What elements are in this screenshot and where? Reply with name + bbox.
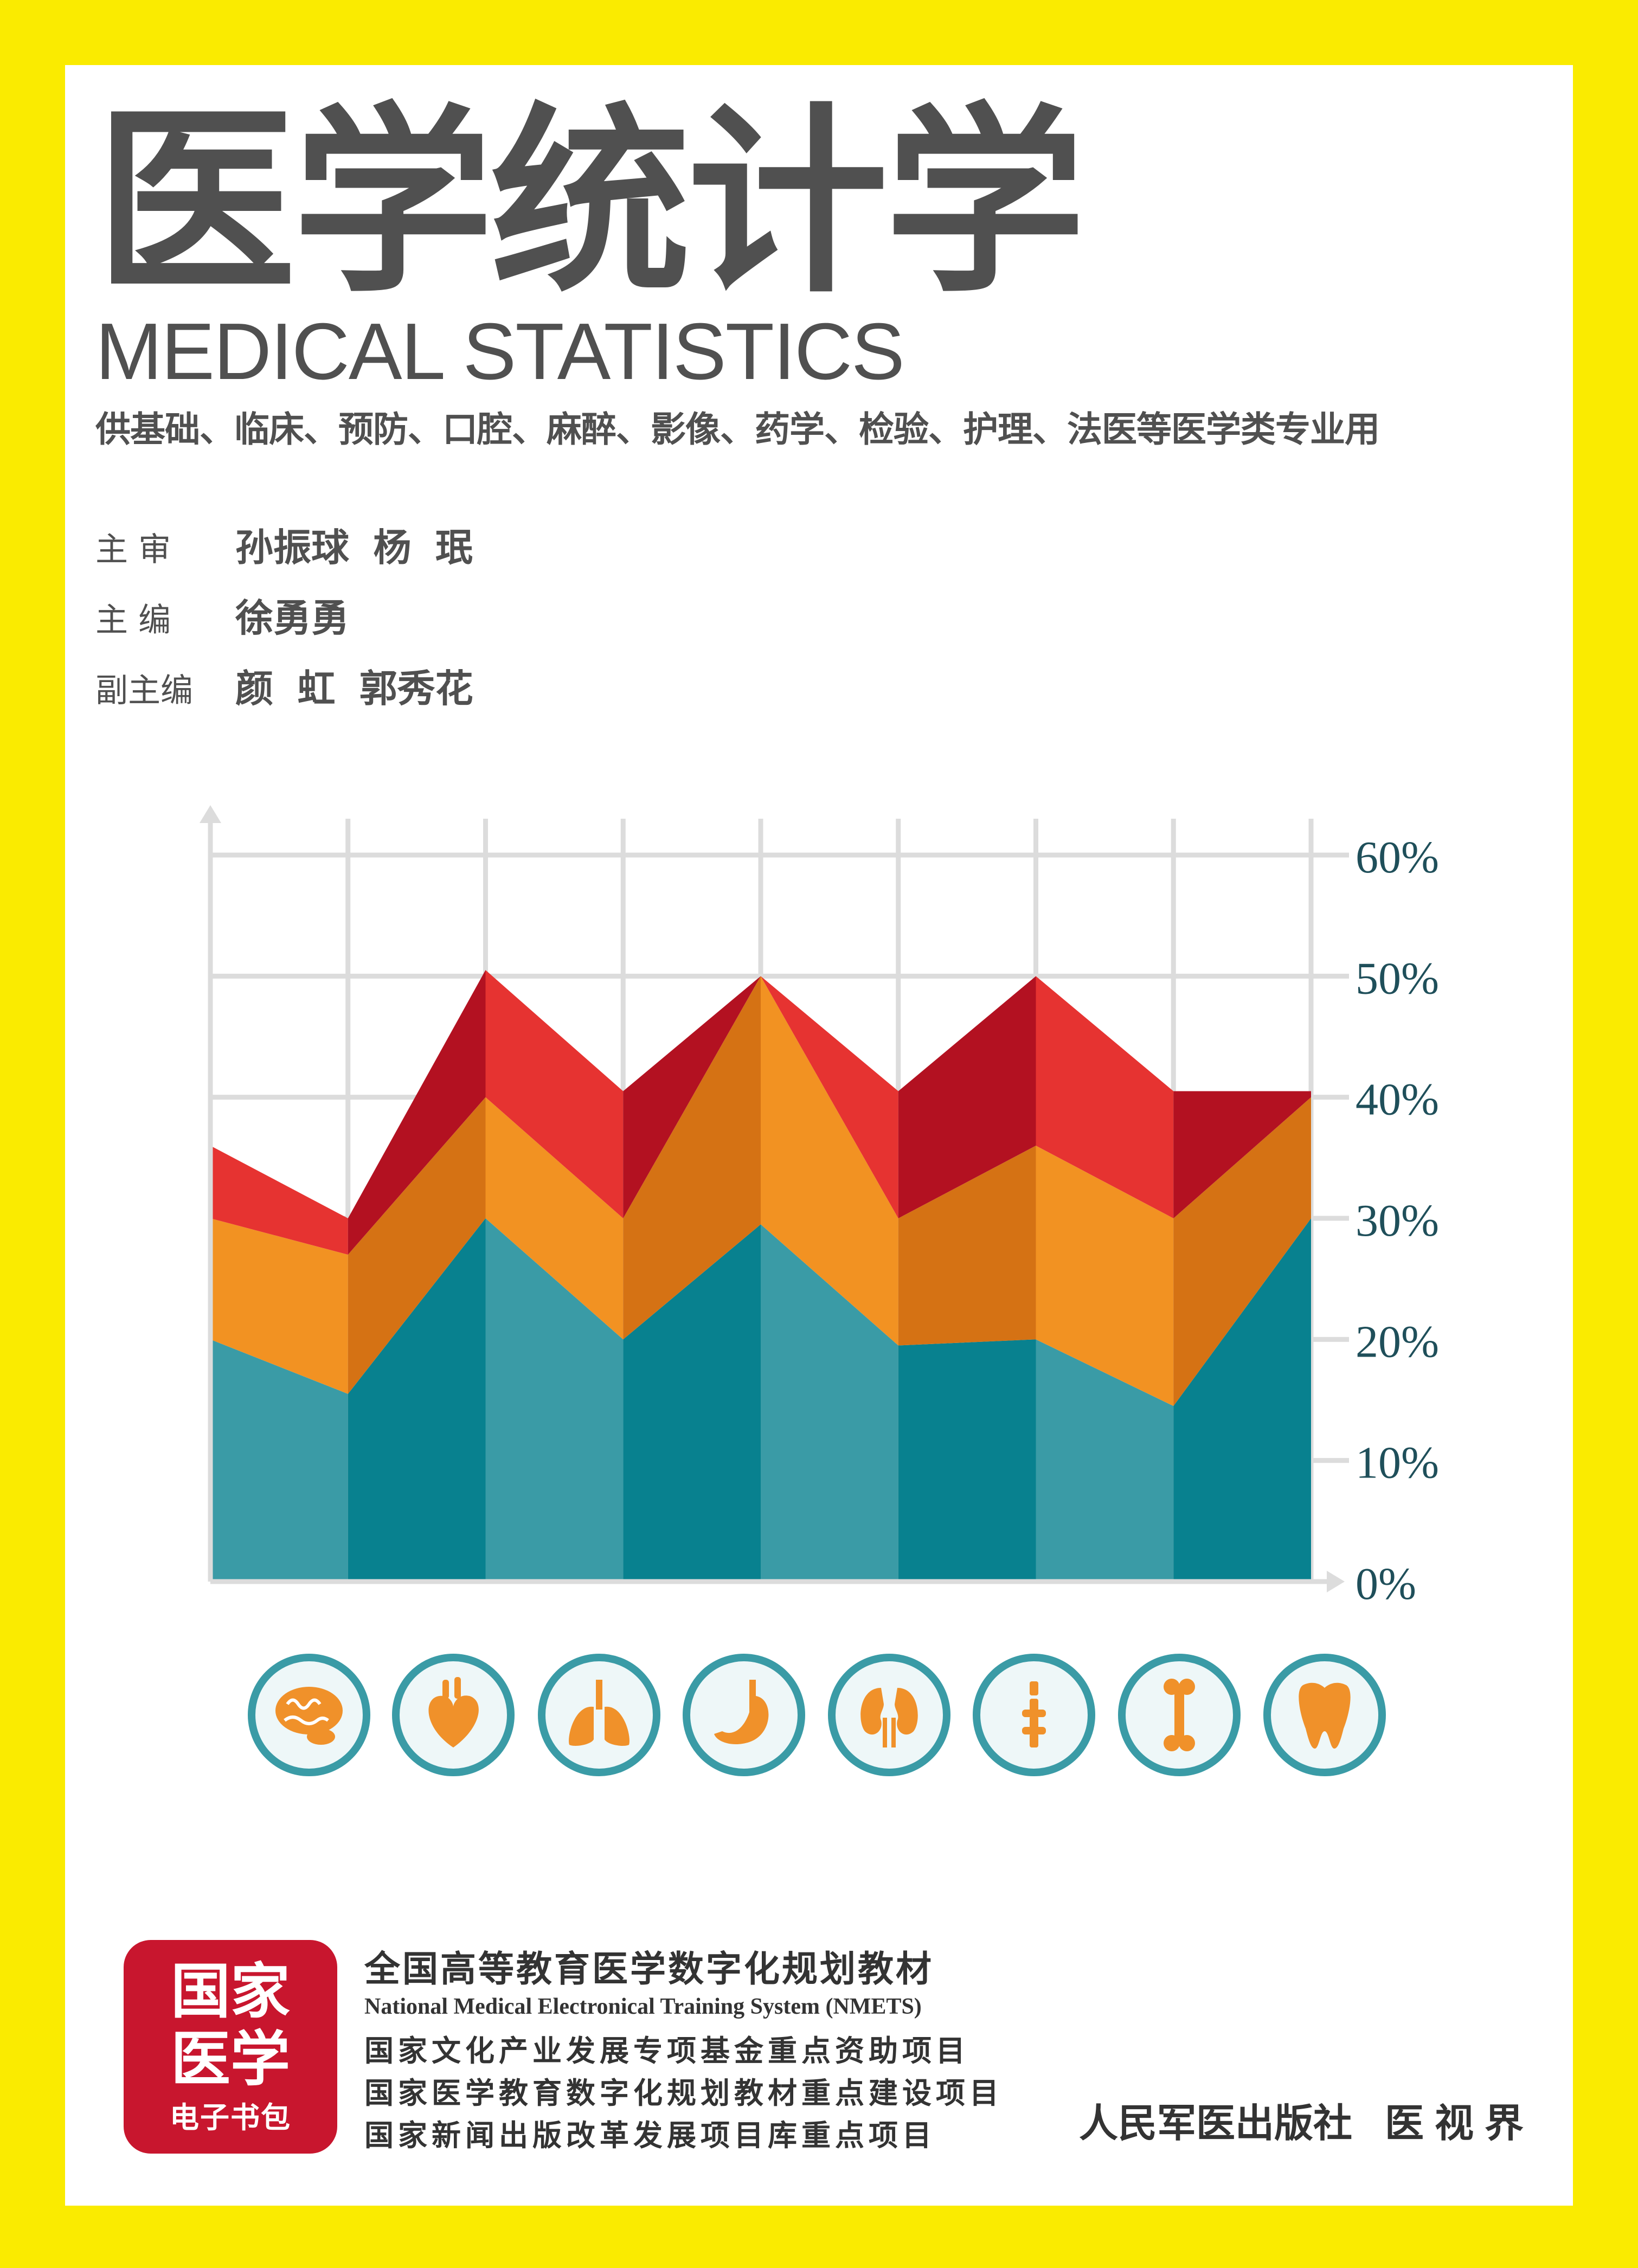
icon-circle xyxy=(828,1654,950,1776)
heart-icon xyxy=(392,1654,515,1776)
title-chinese: 医学统计学 xyxy=(95,87,1085,320)
area-segment-series-1 xyxy=(348,1218,486,1582)
publisher-name-2: 医视界 xyxy=(1385,2100,1535,2146)
subtitle: 供基础、临床、预防、口腔、麻醉、影像、药学、检验、护理、法医等医学类专业用 xyxy=(95,409,1380,450)
program-project-1: 国家文化产业发展专项基金重点资助项目 xyxy=(364,2034,969,2068)
y-tick-label: 20% xyxy=(1356,1316,1439,1367)
y-axis-arrow xyxy=(200,805,221,823)
credit-name: 孙振球 杨 珉 xyxy=(235,525,473,570)
area-segment-series-3 xyxy=(1036,976,1174,1218)
area-segment-series-1 xyxy=(623,1224,761,1582)
cover-page: 医学统计学 MEDICAL STATISTICS 供基础、临床、预防、口腔、麻醉… xyxy=(65,65,1573,2206)
area-segment-series-1 xyxy=(485,1218,624,1582)
kidneys-icon xyxy=(828,1654,950,1776)
y-tick-label: 40% xyxy=(1356,1075,1439,1125)
credit-role: 主 审 xyxy=(95,531,171,569)
brain-icon xyxy=(248,1654,370,1776)
y-tick-label: 60% xyxy=(1356,832,1439,883)
publisher-name-1: 人民军医出版社 xyxy=(1079,2100,1353,2146)
x-axis-arrow xyxy=(1327,1571,1345,1592)
organ-icon-row xyxy=(248,1654,1386,1776)
national-medical-ebook-badge: 国家 医学 电子书包 xyxy=(124,1940,337,2154)
area-segment-series-3 xyxy=(485,970,624,1218)
area-segment-series-1 xyxy=(1173,1218,1311,1582)
stomach-icon xyxy=(683,1654,805,1776)
y-tick-label: 10% xyxy=(1356,1438,1439,1488)
area-segment-series-2 xyxy=(898,1146,1036,1346)
icon-circle xyxy=(538,1654,660,1776)
credit-name: 徐勇勇 xyxy=(235,596,349,640)
bone-icon xyxy=(1118,1654,1241,1776)
y-tick-label: 30% xyxy=(1356,1196,1439,1246)
area-segment-series-3 xyxy=(1173,1091,1311,1218)
program-title: 全国高等教育医学数字化规划教材 xyxy=(364,1948,934,1990)
publisher: 人民军医出版社 医视界 xyxy=(1079,2104,1534,2143)
area-segment-series-3 xyxy=(761,976,898,1218)
area-segment-series-2 xyxy=(1173,1097,1311,1406)
area-segment-series-2 xyxy=(623,976,761,1340)
stacked-area-chart: 0% 10% 20% 30% 40% 50% 60% xyxy=(200,805,1439,1609)
credit-role: 主 编 xyxy=(95,601,171,639)
area-segment-series-3 xyxy=(210,1146,348,1255)
badge-line-1: 国家 xyxy=(171,1956,290,2026)
area-segment-series-3 xyxy=(623,976,761,1218)
lungs-icon xyxy=(538,1654,660,1776)
y-tick-label: 50% xyxy=(1356,953,1439,1004)
area-segment-series-3 xyxy=(348,970,486,1255)
area-segment-series-3 xyxy=(898,976,1036,1218)
title-english: MEDICAL STATISTICS xyxy=(95,307,905,396)
program-english: National Medical Electronical Training S… xyxy=(364,1994,922,2019)
area-segment-series-1 xyxy=(898,1339,1036,1582)
area-segment-series-1 xyxy=(1036,1339,1174,1582)
area-segment-series-2 xyxy=(761,976,898,1346)
credit-name: 颜 虹 郭秀花 xyxy=(235,666,473,711)
area-segment-series-2 xyxy=(210,1218,348,1394)
area-segment-series-1 xyxy=(761,1224,898,1582)
y-tick-label: 0% xyxy=(1356,1559,1416,1609)
area-segment-series-2 xyxy=(348,1097,486,1394)
badge-line-3: 电子书包 xyxy=(170,2100,291,2135)
credit-chief-editor: 主 编 徐勇勇 xyxy=(95,599,349,637)
area-segment-series-2 xyxy=(1036,1146,1174,1406)
program-project-2: 国家医学教育数字化规划教材重点建设项目 xyxy=(364,2076,1003,2110)
area-segment-series-1 xyxy=(210,1339,348,1582)
area-segment-series-2 xyxy=(485,1097,624,1340)
credit-chief-reviewer: 主 审孙振球 杨 珉 xyxy=(95,529,473,567)
icon-circle xyxy=(683,1654,805,1776)
credit-role: 副主编 xyxy=(95,672,193,710)
program-project-3: 国家新闻出版改革发展项目库重点项目 xyxy=(364,2118,936,2153)
tooth-icon xyxy=(1263,1654,1386,1776)
credit-associate-editor: 副主编颜 虹 郭秀花 xyxy=(95,670,473,708)
spine-icon xyxy=(973,1654,1095,1776)
badge-line-2: 医学 xyxy=(171,2024,290,2094)
